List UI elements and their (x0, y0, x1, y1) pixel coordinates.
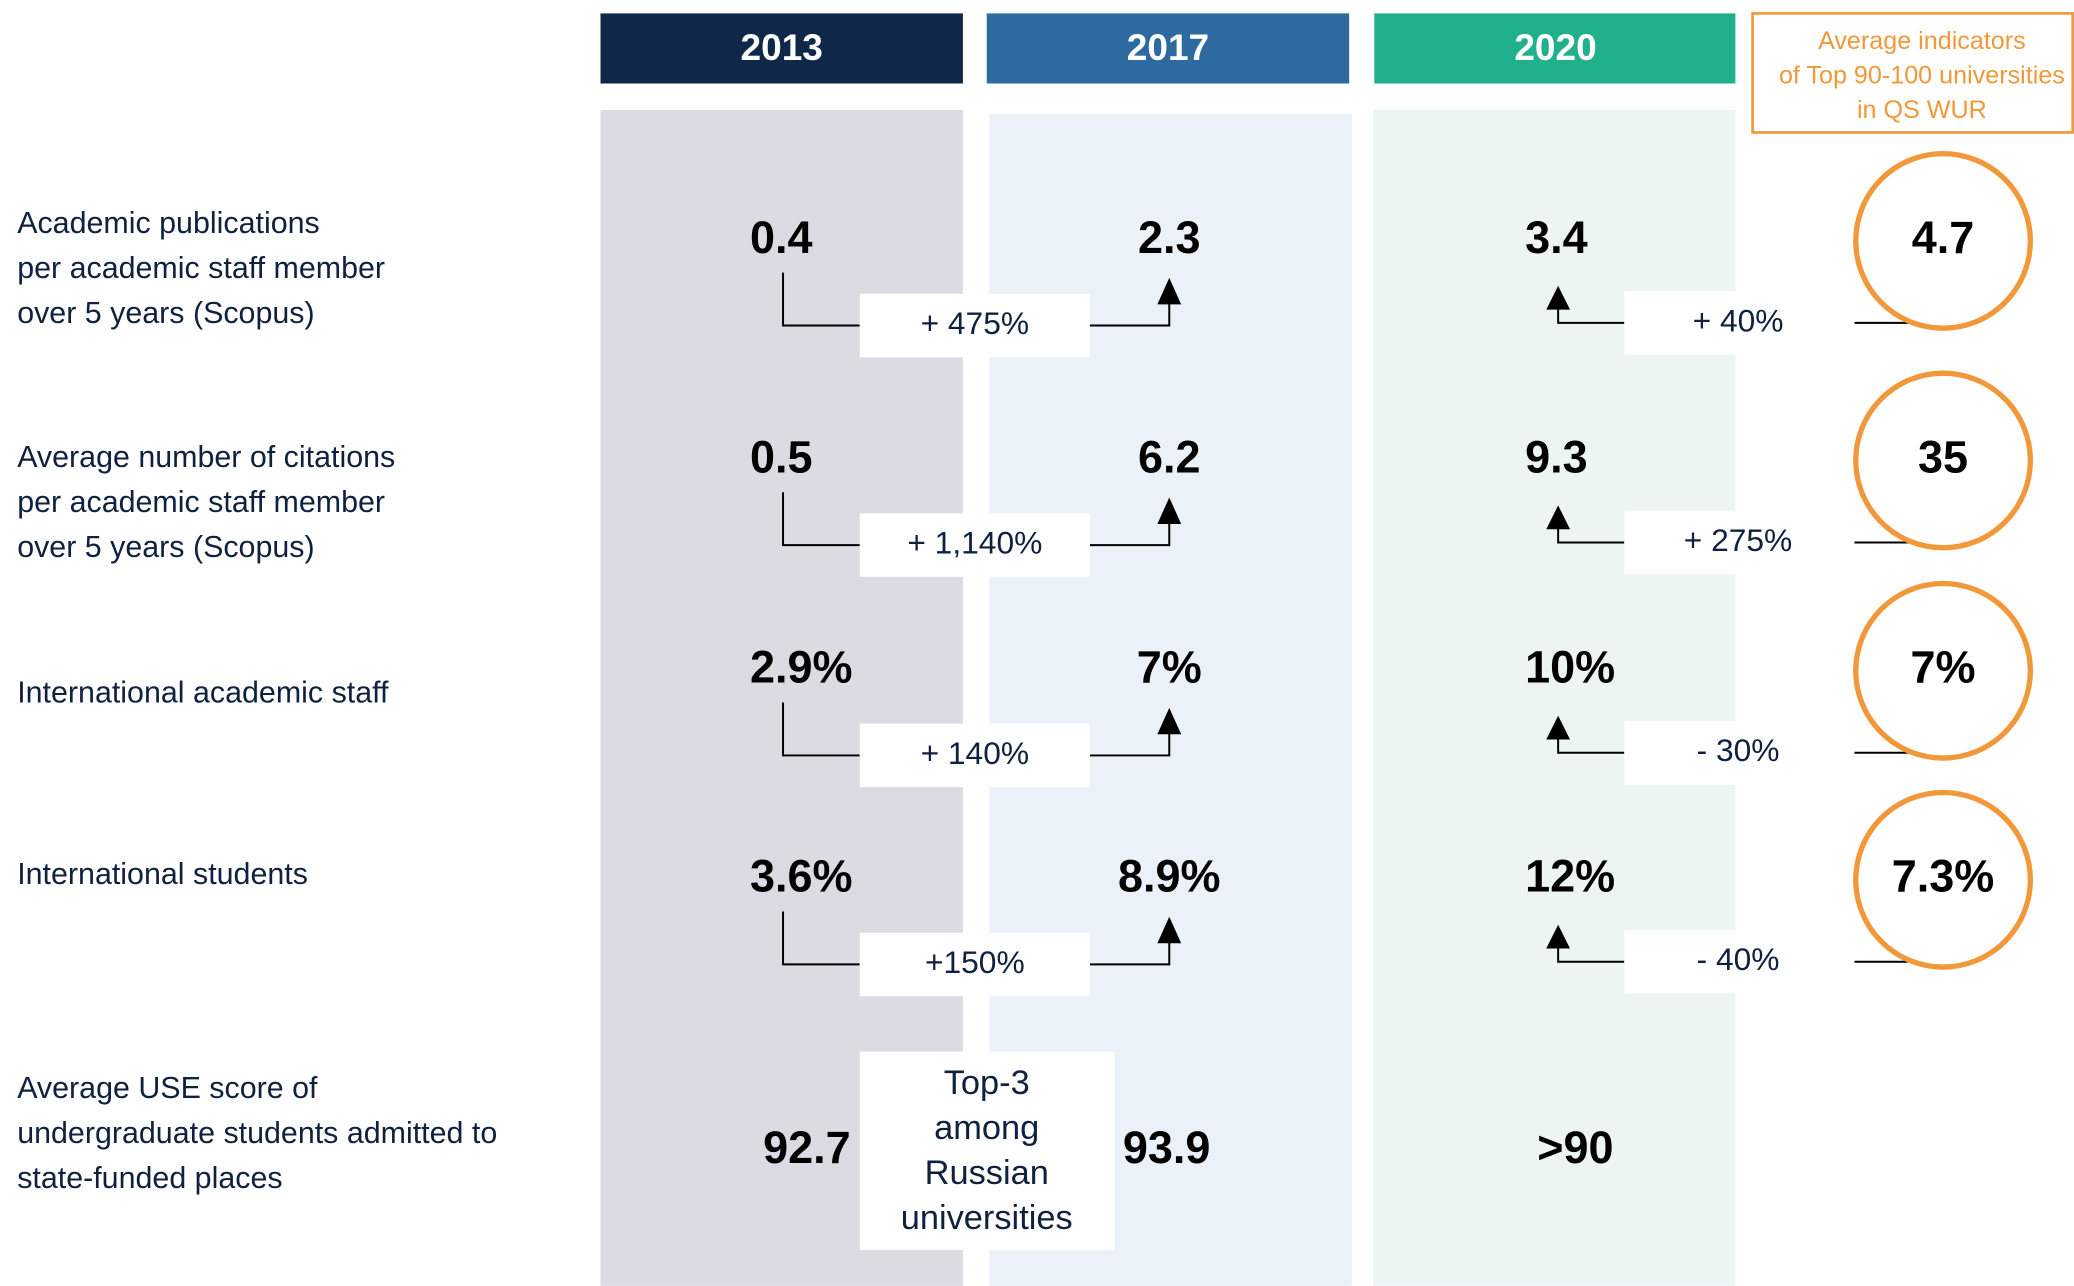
gap: + 275% (1684, 522, 1793, 558)
benchmark-circle (1853, 150, 2033, 331)
arrow-head (1157, 916, 1182, 944)
gap: - 30% (1697, 732, 1780, 768)
arrow-head (1157, 277, 1182, 305)
column-header: 2013 (741, 26, 823, 68)
gap: - 40% (1697, 941, 1780, 977)
change: + 1,140% (907, 525, 1042, 561)
row-label: state-funded places (17, 1161, 282, 1195)
header-bg (600, 13, 963, 84)
row-label: Average USE score of (17, 1071, 318, 1105)
arrow-head (1157, 707, 1182, 735)
column-header: 2017 (1127, 26, 1209, 68)
value: 9.3 (1525, 431, 1588, 482)
note: Top-3 (944, 1064, 1030, 1102)
benchmark-header: in QS WUR (1857, 96, 1987, 124)
note: Russian (925, 1154, 1049, 1192)
change: +150% (925, 944, 1025, 980)
benchmark-header-box (1751, 12, 2074, 134)
benchmark: 35 (1918, 431, 1968, 482)
value: 92.7 (763, 1122, 851, 1173)
change-box (859, 293, 1090, 358)
connector (782, 272, 860, 327)
change-box (859, 932, 1090, 997)
arrow-head (1157, 497, 1182, 524)
benchmark: 7.3% (1892, 851, 1995, 902)
arrow-head (1546, 715, 1571, 740)
arrow-head (1546, 924, 1571, 949)
change: + 140% (921, 735, 1030, 771)
row-label: per academic staff member (17, 251, 385, 285)
value: 0.4 (750, 212, 813, 263)
arrow-head (1546, 285, 1571, 310)
arrow-head (1546, 505, 1571, 530)
value: 0.5 (750, 431, 813, 482)
benchmark-circle (1853, 370, 2033, 551)
value: 7% (1137, 642, 1202, 693)
row-label: over 5 years (Scopus) (17, 296, 314, 330)
note: universities (901, 1199, 1073, 1237)
column-header: 2020 (1514, 26, 1596, 68)
benchmark-circle (1853, 789, 2033, 970)
benchmark: 4.7 (1912, 212, 1975, 263)
benchmark-header: Average indicators (1818, 27, 2026, 55)
connector (1557, 945, 1625, 963)
value: 12% (1525, 851, 1615, 902)
value: 2.9% (750, 642, 853, 693)
value: 2.3 (1138, 212, 1201, 263)
gap: + 40% (1693, 302, 1784, 338)
column-bg (1372, 109, 1736, 1286)
benchmark-header: of Top 90-100 universities (1779, 62, 2065, 90)
value: 6.2 (1138, 431, 1201, 482)
row-label: undergraduate students admitted to (17, 1116, 497, 1150)
value: 93.9 (1123, 1122, 1211, 1173)
connector (1557, 526, 1625, 544)
benchmark: 7% (1911, 642, 1976, 693)
connector (1557, 736, 1625, 754)
connector (782, 492, 860, 547)
connector (782, 911, 860, 966)
change-box (859, 513, 1090, 577)
note: among (934, 1109, 1039, 1147)
value: 8.9% (1118, 851, 1221, 902)
row-label: per academic staff member (17, 485, 385, 519)
note-box (859, 1051, 1116, 1251)
gap-box (1624, 721, 1855, 785)
change-box (859, 723, 1090, 788)
header-bg (986, 13, 1350, 84)
row-label: over 5 years (Scopus) (17, 530, 314, 564)
gap-box (1624, 930, 1855, 994)
row-label: International students (17, 857, 308, 891)
connector (782, 702, 860, 757)
gap-box (1624, 510, 1855, 575)
connector (1557, 307, 1625, 324)
row-label: International academic staff (17, 676, 389, 710)
gap-box (1624, 291, 1855, 355)
value: 3.6% (750, 851, 853, 902)
change: + 475% (921, 305, 1030, 341)
row-label: Academic publications (17, 206, 320, 240)
value: 10% (1525, 642, 1615, 693)
value: >90 (1537, 1122, 1613, 1173)
value: 3.4 (1525, 212, 1588, 263)
benchmark-circle (1853, 580, 2033, 761)
header-bg (1374, 13, 1736, 84)
row-label: Average number of citations (17, 440, 395, 474)
